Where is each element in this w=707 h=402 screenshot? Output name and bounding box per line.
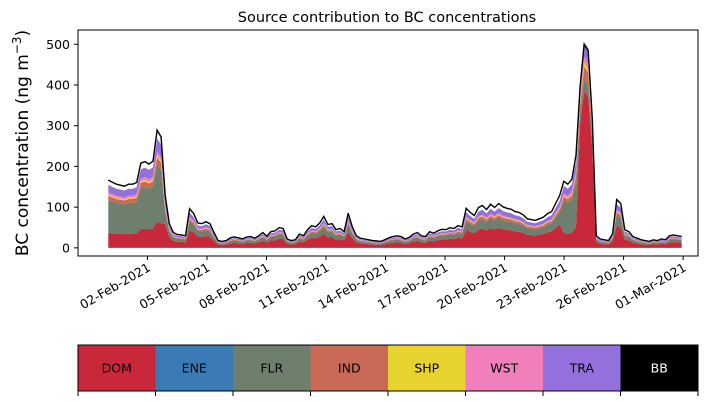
legend-swatch-ene — [155, 345, 233, 391]
y-axis: 0 100 200 300 400 500 — [46, 37, 78, 255]
legend-label-ene: ENE — [182, 361, 207, 376]
legend-frame — [77, 344, 699, 392]
plot-frame — [77, 29, 699, 257]
plot-background — [78, 30, 698, 256]
y-axis-label: BC concentration (ng m−3) — [10, 30, 33, 256]
legend-label-dom: DOM — [102, 361, 132, 376]
legend-label-bb: BB — [651, 361, 668, 376]
legend-label-flr: FLR — [260, 361, 283, 376]
total-line-bb — [107, 42, 682, 243]
y-tick-label: 400 — [46, 77, 70, 92]
legend-label-tra: TRA — [569, 361, 595, 376]
legend-label-ind: IND — [338, 361, 361, 376]
legend-swatch-shp — [388, 345, 466, 391]
area-series-dom — [108, 91, 682, 248]
legend: DOM ENE FLR IND SHP WST TRA BB — [77, 344, 699, 396]
legend-swatch-ind — [310, 345, 388, 391]
y-tick-label: 0 — [62, 240, 70, 255]
y-tick-label: 100 — [46, 200, 70, 215]
legend-swatch-dom — [78, 345, 156, 391]
legend-label-shp: SHP — [414, 361, 439, 376]
legend-swatch-bb — [620, 345, 698, 391]
plot-area — [77, 29, 699, 257]
y-tick-label: 200 — [46, 159, 70, 174]
legend-swatch-tra — [543, 345, 621, 391]
legend-label-wst: WST — [490, 361, 518, 376]
legend-swatch-flr — [233, 345, 311, 391]
y-tick-label: 300 — [46, 118, 70, 133]
x-axis: 02-Feb-202105-Feb-202108-Feb-202111-Feb-… — [77, 256, 689, 312]
legend-swatch-wst — [465, 345, 543, 391]
y-tick-label: 500 — [46, 37, 70, 52]
chart-title: Source contribution to BC concentrations — [238, 10, 536, 26]
